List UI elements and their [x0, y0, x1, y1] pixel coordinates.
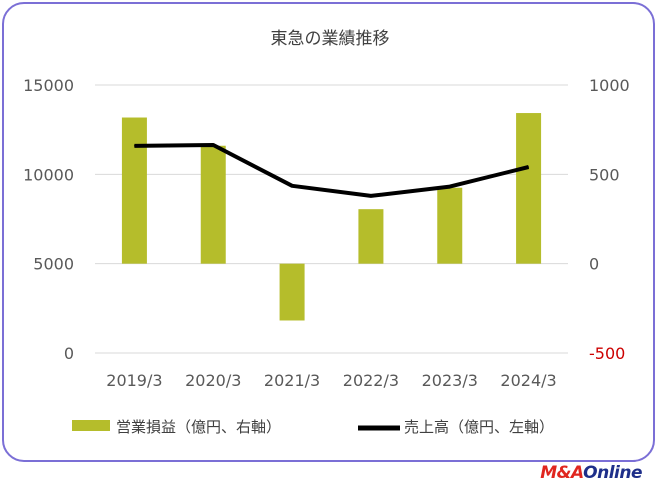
- x-tick-label: 2024/3: [500, 371, 556, 390]
- line-point: [291, 185, 293, 187]
- legend-swatch-bar: [72, 420, 110, 431]
- line-path: [134, 143, 530, 198]
- gridlines: [95, 84, 568, 354]
- bar-series: [121, 113, 542, 321]
- legend-label-line: 売上高（億円、左軸）: [404, 418, 554, 436]
- right-tick-label: 0: [589, 255, 599, 274]
- x-tick-label: 2022/3: [343, 371, 399, 390]
- x-axis: 2019/3 2020/3 2021/3 2022/3 2023/3 2024/3: [106, 371, 556, 390]
- left-tick-label: 15000: [23, 76, 74, 95]
- line-point: [212, 144, 214, 146]
- bar: [200, 145, 226, 264]
- bar: [279, 263, 305, 321]
- x-tick-label: 2023/3: [422, 371, 478, 390]
- legend-label-bar: 営業損益（億円、右軸）: [116, 418, 281, 436]
- bar: [121, 117, 147, 264]
- line-point: [449, 186, 451, 188]
- chart-title: 東急の業績推移: [271, 29, 390, 49]
- bar: [437, 187, 463, 264]
- right-tick-label: 500: [589, 165, 620, 184]
- left-tick-label: 0: [64, 344, 74, 363]
- bar: [516, 113, 542, 264]
- line-point: [133, 145, 135, 147]
- line-point: [370, 195, 372, 197]
- chart-frame: [2, 2, 655, 462]
- line-series: [133, 143, 530, 198]
- line-point: [528, 166, 530, 168]
- right-tick-label: -500: [589, 344, 625, 363]
- left-axis: 15000 10000 5000 0: [23, 76, 74, 363]
- right-tick-label: 1000: [589, 76, 630, 95]
- x-tick-label: 2019/3: [106, 371, 162, 390]
- bar: [358, 209, 384, 264]
- x-tick-label: 2020/3: [185, 371, 241, 390]
- left-tick-label: 10000: [23, 165, 74, 184]
- x-tick-label: 2021/3: [264, 371, 320, 390]
- legend: 営業損益（億円、右軸） 売上高（億円、左軸）: [72, 418, 554, 436]
- left-tick-label: 5000: [33, 255, 74, 274]
- mao-online-logo: M&AOnline: [540, 463, 642, 483]
- right-axis: 1000 500 0 -500: [589, 76, 630, 363]
